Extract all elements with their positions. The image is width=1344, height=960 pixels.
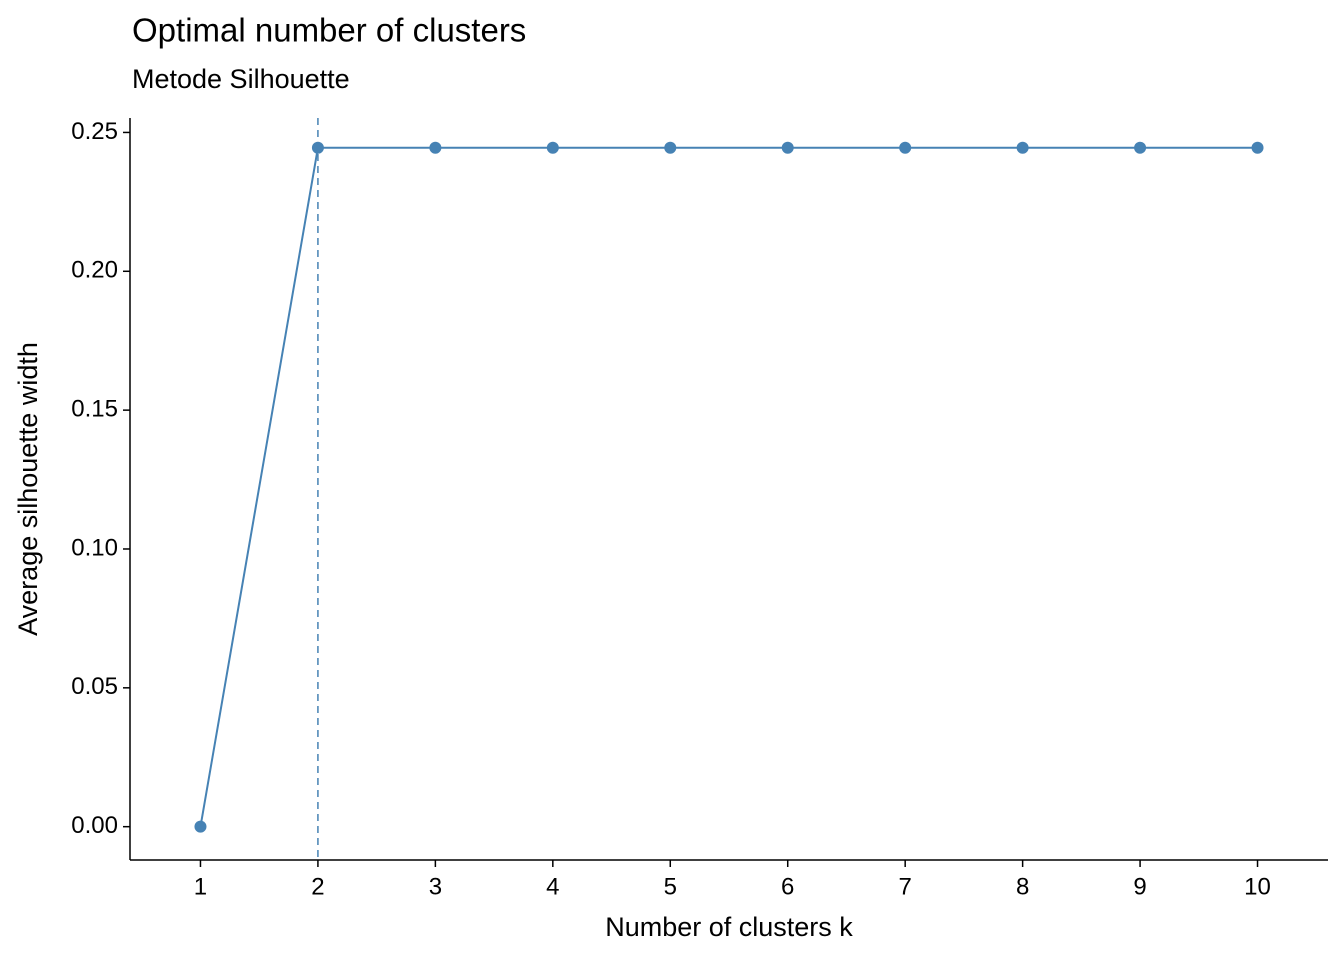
y-axis-label: Average silhouette width bbox=[13, 342, 43, 636]
point bbox=[1251, 141, 1264, 154]
point bbox=[546, 141, 559, 154]
x-tick-label: 2 bbox=[311, 873, 324, 900]
point bbox=[664, 141, 677, 154]
x-tick-label: 9 bbox=[1133, 873, 1146, 900]
y-tick-label: 0.00 bbox=[71, 812, 118, 839]
y-tick-label: 0.15 bbox=[71, 395, 118, 422]
point bbox=[1016, 141, 1029, 154]
y-tick-label: 0.20 bbox=[71, 257, 118, 284]
x-tick-label: 5 bbox=[664, 873, 677, 900]
point bbox=[781, 141, 794, 154]
line bbox=[199, 146, 1258, 827]
point bbox=[429, 141, 442, 154]
x-tick-label: 10 bbox=[1244, 873, 1271, 900]
x-axis-label: Number of clusters k bbox=[605, 912, 853, 942]
y-tick-label: 0.10 bbox=[71, 534, 118, 561]
x-tick-label: 8 bbox=[1016, 873, 1029, 900]
x-tick-label: 3 bbox=[429, 873, 442, 900]
x-tick-label: 6 bbox=[781, 873, 794, 900]
point bbox=[311, 141, 324, 154]
y-tick-label: 0.25 bbox=[71, 118, 118, 145]
chart-subtitle: Metode Silhouette bbox=[132, 64, 350, 94]
x-tick-label: 4 bbox=[546, 873, 559, 900]
x-tick-label: 1 bbox=[194, 873, 207, 900]
x-tick-label: 7 bbox=[898, 873, 911, 900]
point bbox=[899, 141, 912, 154]
y-tick-label: 0.05 bbox=[71, 673, 118, 700]
chart-title: Optimal number of clusters bbox=[132, 12, 526, 49]
point bbox=[194, 820, 207, 833]
point bbox=[1134, 141, 1147, 154]
